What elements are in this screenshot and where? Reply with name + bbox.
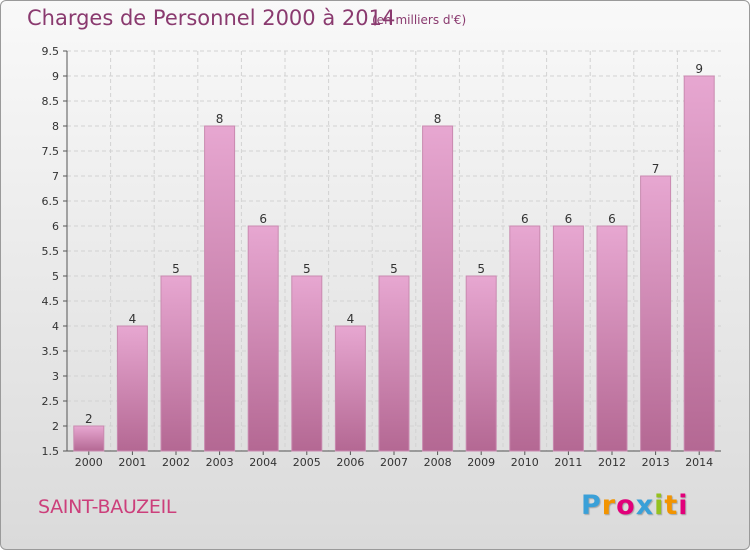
- x-tick-label: 2006: [336, 456, 364, 469]
- y-tick-label: 6: [52, 220, 59, 233]
- y-tick-label: 8: [52, 120, 59, 133]
- y-tick-label: 2.5: [42, 395, 60, 408]
- y-tick-label: 4.5: [42, 295, 60, 308]
- bar-2000: [73, 425, 105, 452]
- y-tick-label: 6.5: [42, 195, 60, 208]
- bar-2012: [596, 225, 628, 452]
- x-tick-label: 2007: [380, 456, 408, 469]
- x-tick-label: 2004: [249, 456, 277, 469]
- value-label: 6: [521, 212, 529, 226]
- bar-2009: [465, 275, 497, 452]
- bar-2006: [334, 325, 366, 452]
- y-tick-label: 7: [52, 170, 59, 183]
- bar-2007: [378, 275, 410, 452]
- y-tick-label: 8.5: [42, 95, 60, 108]
- value-label: 5: [172, 262, 180, 276]
- y-tick-label: 5: [52, 270, 59, 283]
- bars: [73, 75, 715, 452]
- y-tick-label: 5.5: [42, 245, 60, 258]
- y-tick-label: 2: [52, 420, 59, 433]
- chart-subtitle: (en milliers d'€): [372, 13, 467, 27]
- value-label: 5: [477, 262, 485, 276]
- bar-2001: [116, 325, 148, 452]
- bar-2004: [247, 225, 279, 452]
- value-label: 6: [259, 212, 267, 226]
- value-label: 9: [695, 62, 703, 76]
- town-name: SAINT-BAUZEIL: [38, 496, 177, 518]
- bar-2013: [640, 175, 672, 452]
- x-tick-label: 2005: [293, 456, 321, 469]
- value-label: 8: [434, 112, 442, 126]
- x-tick-label: 2003: [206, 456, 234, 469]
- x-tick-label: 2000: [75, 456, 103, 469]
- y-tick-label: 3: [52, 370, 59, 383]
- x-tick-label: 2002: [162, 456, 190, 469]
- y-tick-label: 3.5: [42, 345, 60, 358]
- x-tick-label: 2012: [598, 456, 626, 469]
- x-tick-label: 2013: [642, 456, 670, 469]
- x-tick-label: 2001: [118, 456, 146, 469]
- x-tick-label: 2011: [554, 456, 582, 469]
- y-tick-label: 4: [52, 320, 59, 333]
- chart-title: Charges de Personnel 2000 à 2014: [27, 6, 396, 30]
- bar-2008: [422, 125, 454, 452]
- labels: 1.5 2 2.5 3 3.5 4 4.5 5 5.5 6 6.5 7 7.5 8 8.5 9 9.5 2 2000…: [42, 45, 714, 469]
- value-label: 6: [608, 212, 616, 226]
- y-tick-label: 9.5: [42, 45, 60, 58]
- bar-2003: [204, 125, 236, 452]
- x-tick-label: 2014: [685, 456, 713, 469]
- bar-2010: [509, 225, 541, 452]
- y-tick-label: 9: [52, 70, 59, 83]
- x-tick-label: 2010: [511, 456, 539, 469]
- value-label: 8: [216, 112, 224, 126]
- y-tick-label: 1.5: [42, 445, 60, 458]
- bar-2014: [683, 75, 715, 452]
- x-tick-label: 2008: [424, 456, 452, 469]
- value-label: 7: [652, 162, 660, 176]
- bar-2002: [160, 275, 192, 452]
- value-label: 2: [85, 412, 93, 426]
- bar-2005: [291, 275, 323, 452]
- value-label: 6: [565, 212, 573, 226]
- x-tick-label: 2009: [467, 456, 495, 469]
- value-label: 4: [347, 312, 355, 326]
- bar-2011: [552, 225, 584, 452]
- value-label: 5: [303, 262, 311, 276]
- value-label: 4: [129, 312, 137, 326]
- proxiti-logo[interactable]: Proxiti: [581, 490, 689, 521]
- y-tick-label: 7.5: [42, 145, 60, 158]
- value-label: 5: [390, 262, 398, 276]
